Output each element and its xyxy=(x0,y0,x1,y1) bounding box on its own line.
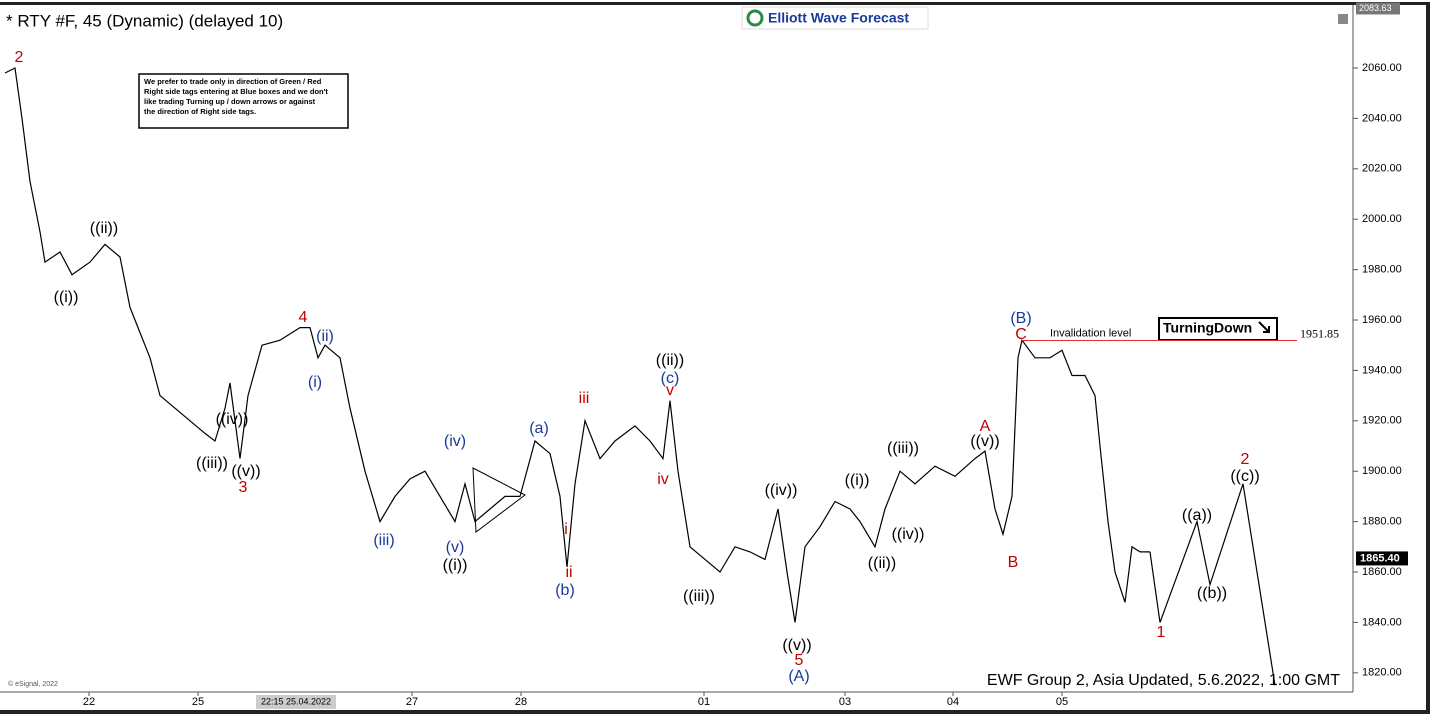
y-tick-label: 2020.00 xyxy=(1362,163,1402,175)
logo-icon xyxy=(746,9,764,27)
footer: EWF Group 2, Asia Updated, 5.6.2022, 1:0… xyxy=(987,672,1340,689)
wave-label: ((i)) xyxy=(845,472,870,489)
y-tick-label: 1920.00 xyxy=(1362,415,1402,427)
logo: Elliott Wave Forecast xyxy=(768,10,909,26)
wave-label: iii xyxy=(579,390,590,407)
y-tick-label: 1840.00 xyxy=(1362,616,1402,628)
wave-label: ((i)) xyxy=(443,557,468,574)
wave-label: ((iii)) xyxy=(683,588,715,605)
turning-box xyxy=(1158,317,1278,341)
wave-label: ((ii)) xyxy=(656,352,684,369)
note-line: like trading Turning up / down arrows or… xyxy=(144,97,316,106)
wave-label: i xyxy=(564,521,568,538)
wave-label: A xyxy=(980,418,991,435)
wave-label: ((ii)) xyxy=(868,555,896,572)
wave-label: 5 xyxy=(795,652,804,669)
wave-label: ((iv)) xyxy=(765,482,798,499)
wave-label: 3 xyxy=(239,479,248,496)
turning-label: TurningDown xyxy=(1163,320,1252,336)
x-tick-label: 27 xyxy=(406,696,418,708)
x-tick-label: 22 xyxy=(83,696,95,708)
icon xyxy=(1338,14,1348,24)
wave-label: ((v)) xyxy=(231,463,260,480)
wave-label: (c) xyxy=(661,370,680,387)
wave-label: (a) xyxy=(529,420,549,437)
y-tick-label: 1960.00 xyxy=(1362,314,1402,326)
wave-label: (b) xyxy=(555,582,575,599)
triangle xyxy=(472,467,526,533)
wave-label: (B) xyxy=(1010,310,1031,327)
turning-arrow xyxy=(1258,321,1270,333)
wave-label: 2 xyxy=(1241,451,1250,468)
x-tick-label: 03 xyxy=(839,696,851,708)
wave-label: ((b)) xyxy=(1197,585,1227,602)
wave-label: ((ii)) xyxy=(90,220,118,237)
wave-label: ((i)) xyxy=(54,289,79,306)
wave-label: ((a)) xyxy=(1182,507,1212,524)
note-line: Right side tags entering at Blue boxes a… xyxy=(144,87,328,96)
wave-label: 4 xyxy=(299,309,308,326)
top-price-label: 2083.63 xyxy=(1359,3,1392,13)
y-tick-label: 1880.00 xyxy=(1362,516,1402,528)
price-line xyxy=(1149,483,1276,686)
crosshair-label: 22:15 25.04.2022 xyxy=(261,696,331,706)
wave-label: ((iii)) xyxy=(196,455,228,472)
x-tick-label: 28 xyxy=(515,696,527,708)
wave-label: (iv) xyxy=(444,433,466,450)
wave-label: ((iv)) xyxy=(216,411,249,428)
last-price-label: 1865.40 xyxy=(1360,552,1400,564)
last-price-box xyxy=(1356,551,1408,566)
x-tick-label: 01 xyxy=(698,696,710,708)
logo-box xyxy=(741,6,929,30)
price-line xyxy=(4,67,1150,623)
wave-label: ((c)) xyxy=(1230,468,1259,485)
y-tick-label: 1980.00 xyxy=(1362,264,1402,276)
wave-label: ii xyxy=(565,564,572,581)
wave-label: v xyxy=(666,382,674,399)
chart-title: * RTY #F, 45 (Dynamic) (delayed 10) xyxy=(6,11,283,30)
wave-label: (iii) xyxy=(373,532,394,549)
wave-label: 1 xyxy=(1157,624,1166,641)
right-border xyxy=(1426,5,1430,714)
wave-label: B xyxy=(1008,554,1019,571)
invalidation-label: Invalidation level xyxy=(1050,327,1131,339)
wave-label: ((v)) xyxy=(782,637,811,654)
bottom-border xyxy=(0,710,1430,714)
wave-label: ((iv)) xyxy=(892,526,925,543)
top-price-box xyxy=(1356,2,1400,15)
wave-label: (i) xyxy=(308,374,322,391)
y-tick-label: 2040.00 xyxy=(1362,112,1402,124)
x-tick-label: 25 xyxy=(192,696,204,708)
wave-label: iv xyxy=(657,471,669,488)
invalidation-value: 1951.85 xyxy=(1300,326,1339,340)
y-tick-label: 2000.00 xyxy=(1362,213,1402,225)
crosshair-box xyxy=(256,695,336,709)
y-tick-label: 1860.00 xyxy=(1362,566,1402,578)
note-line: We prefer to trade only in direction of … xyxy=(144,77,322,86)
wave-label: (A) xyxy=(788,668,809,685)
wave-label: (v) xyxy=(446,539,465,556)
x-tick-label: 05 xyxy=(1056,696,1068,708)
y-tick-label: 1900.00 xyxy=(1362,465,1402,477)
x-tick-label: 04 xyxy=(947,696,959,708)
wave-label: 2 xyxy=(15,49,24,66)
wave-label: (ii) xyxy=(316,328,334,345)
wave-label: ((v)) xyxy=(970,433,999,450)
note-box xyxy=(138,73,349,129)
y-tick-label: 1820.00 xyxy=(1362,667,1402,679)
top-border xyxy=(0,2,1430,5)
copyright: © eSignal, 2022 xyxy=(8,680,58,688)
wave-label: C xyxy=(1015,326,1027,343)
y-tick-label: 2060.00 xyxy=(1362,62,1402,74)
y-tick-label: 1940.00 xyxy=(1362,364,1402,376)
note-line: the direction of Right side tags. xyxy=(144,107,256,116)
wave-label: ((iii)) xyxy=(887,440,919,457)
